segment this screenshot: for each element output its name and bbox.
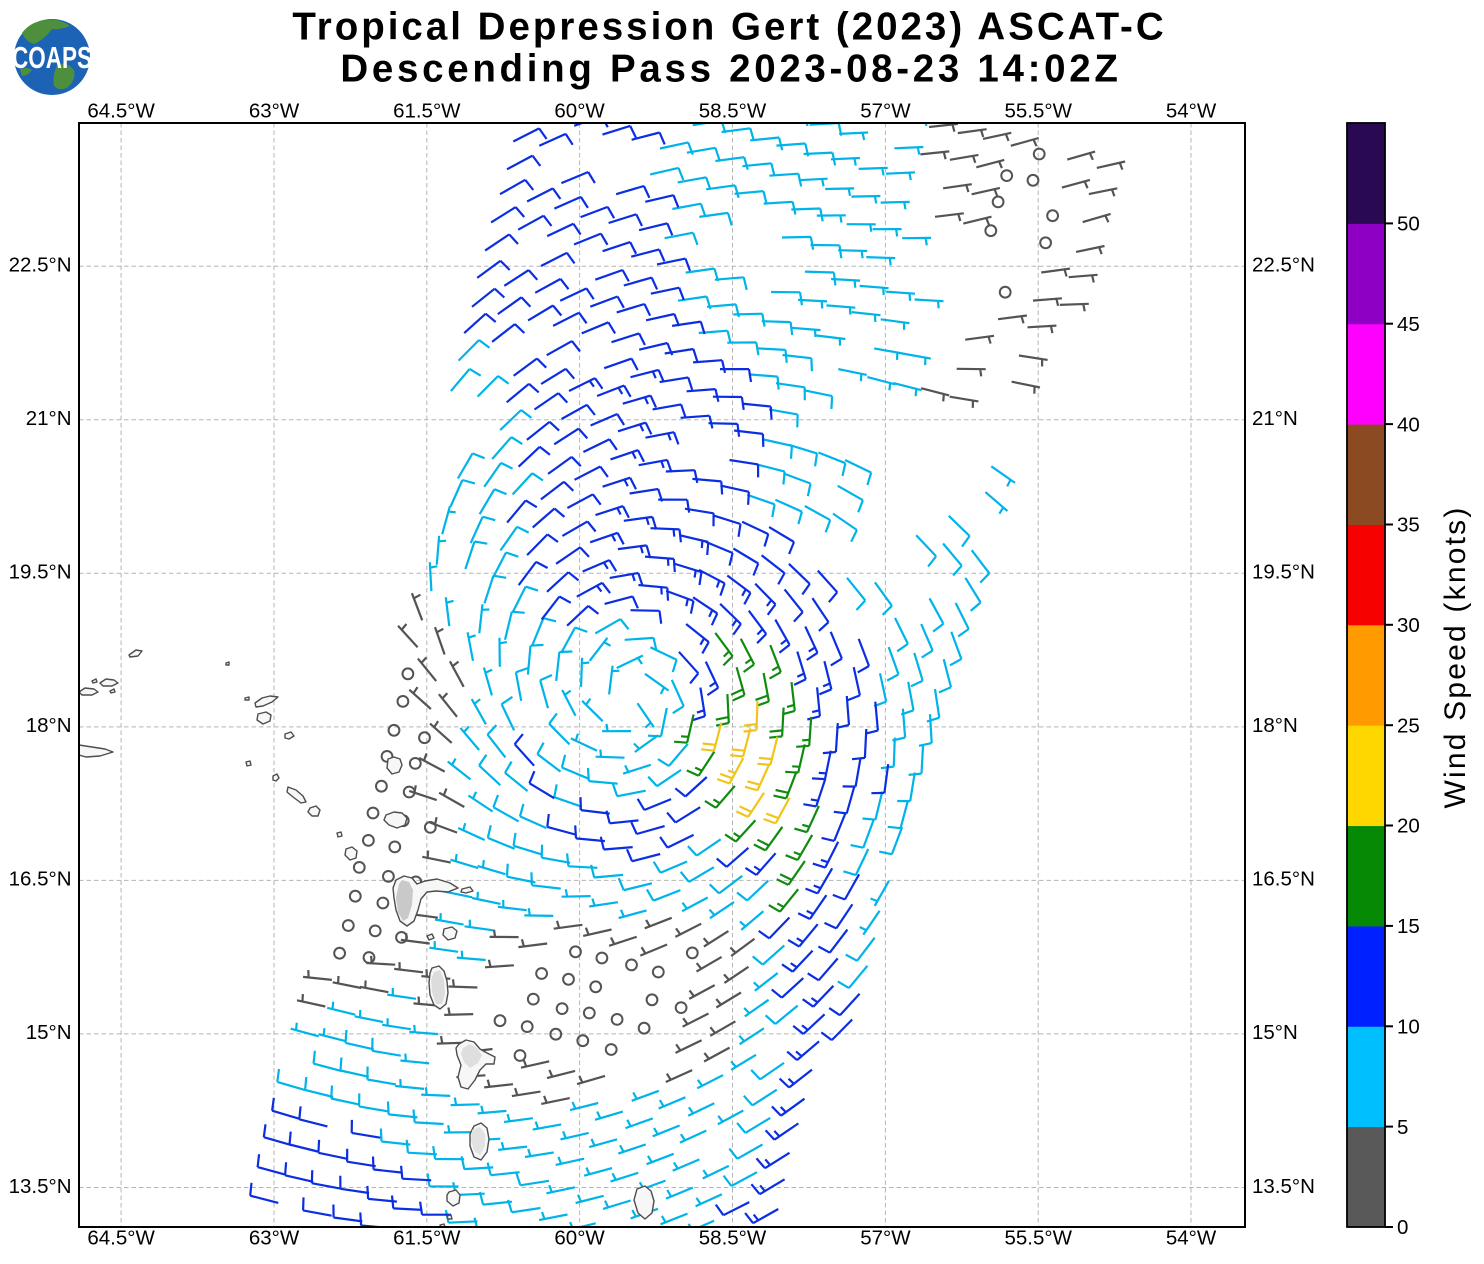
svg-text:18°N: 18°N — [1252, 714, 1298, 737]
svg-text:25: 25 — [1397, 714, 1420, 737]
svg-text:18°N: 18°N — [26, 714, 72, 737]
svg-text:21°N: 21°N — [1252, 407, 1298, 430]
svg-text:57°W: 57°W — [860, 1227, 911, 1250]
svg-text:55.5°W: 55.5°W — [1004, 100, 1072, 123]
svg-text:13.5°N: 13.5°N — [1252, 1175, 1315, 1198]
svg-text:15°N: 15°N — [1252, 1021, 1298, 1044]
svg-text:61.5°W: 61.5°W — [393, 1227, 461, 1250]
svg-text:13.5°N: 13.5°N — [9, 1175, 72, 1198]
svg-text:Descending Pass 2023-08-23 14:: Descending Pass 2023-08-23 14:02Z — [340, 48, 1121, 91]
svg-text:40: 40 — [1397, 413, 1420, 436]
svg-text:0: 0 — [1397, 1216, 1408, 1239]
svg-text:COAPS: COAPS — [12, 40, 92, 75]
svg-text:63°W: 63°W — [249, 1227, 300, 1250]
svg-text:60°W: 60°W — [554, 100, 605, 123]
svg-text:21°N: 21°N — [26, 407, 72, 430]
svg-text:15: 15 — [1397, 915, 1420, 938]
svg-text:20: 20 — [1397, 815, 1420, 838]
svg-text:15°N: 15°N — [26, 1021, 72, 1044]
svg-text:57°W: 57°W — [860, 100, 911, 123]
svg-text:50: 50 — [1397, 213, 1420, 236]
svg-text:16.5°N: 16.5°N — [9, 868, 72, 891]
svg-text:55.5°W: 55.5°W — [1004, 1227, 1072, 1250]
svg-text:22.5°N: 22.5°N — [1252, 254, 1315, 277]
svg-text:54°W: 54°W — [1166, 1227, 1217, 1250]
svg-text:19.5°N: 19.5°N — [1252, 561, 1315, 584]
svg-text:58.5°W: 58.5°W — [699, 100, 767, 123]
svg-text:35: 35 — [1397, 514, 1420, 537]
svg-text:54°W: 54°W — [1166, 100, 1217, 123]
svg-text:63°W: 63°W — [249, 100, 300, 123]
svg-text:19.5°N: 19.5°N — [9, 561, 72, 584]
svg-text:58.5°W: 58.5°W — [699, 1227, 767, 1250]
svg-text:60°W: 60°W — [554, 1227, 605, 1250]
svg-text:16.5°N: 16.5°N — [1252, 868, 1315, 891]
svg-text:10: 10 — [1397, 1016, 1420, 1039]
svg-text:Tropical Depression Gert (2023: Tropical Depression Gert (2023) ASCAT-C — [292, 5, 1166, 48]
svg-text:Wind Speed (knots): Wind Speed (knots) — [1439, 505, 1472, 808]
svg-text:22.5°N: 22.5°N — [9, 254, 72, 277]
svg-text:64.5°W: 64.5°W — [87, 100, 155, 123]
svg-text:5: 5 — [1397, 1116, 1408, 1139]
svg-text:64.5°W: 64.5°W — [87, 1227, 155, 1250]
svg-text:45: 45 — [1397, 313, 1420, 336]
svg-text:61.5°W: 61.5°W — [393, 100, 461, 123]
svg-text:30: 30 — [1397, 614, 1420, 637]
